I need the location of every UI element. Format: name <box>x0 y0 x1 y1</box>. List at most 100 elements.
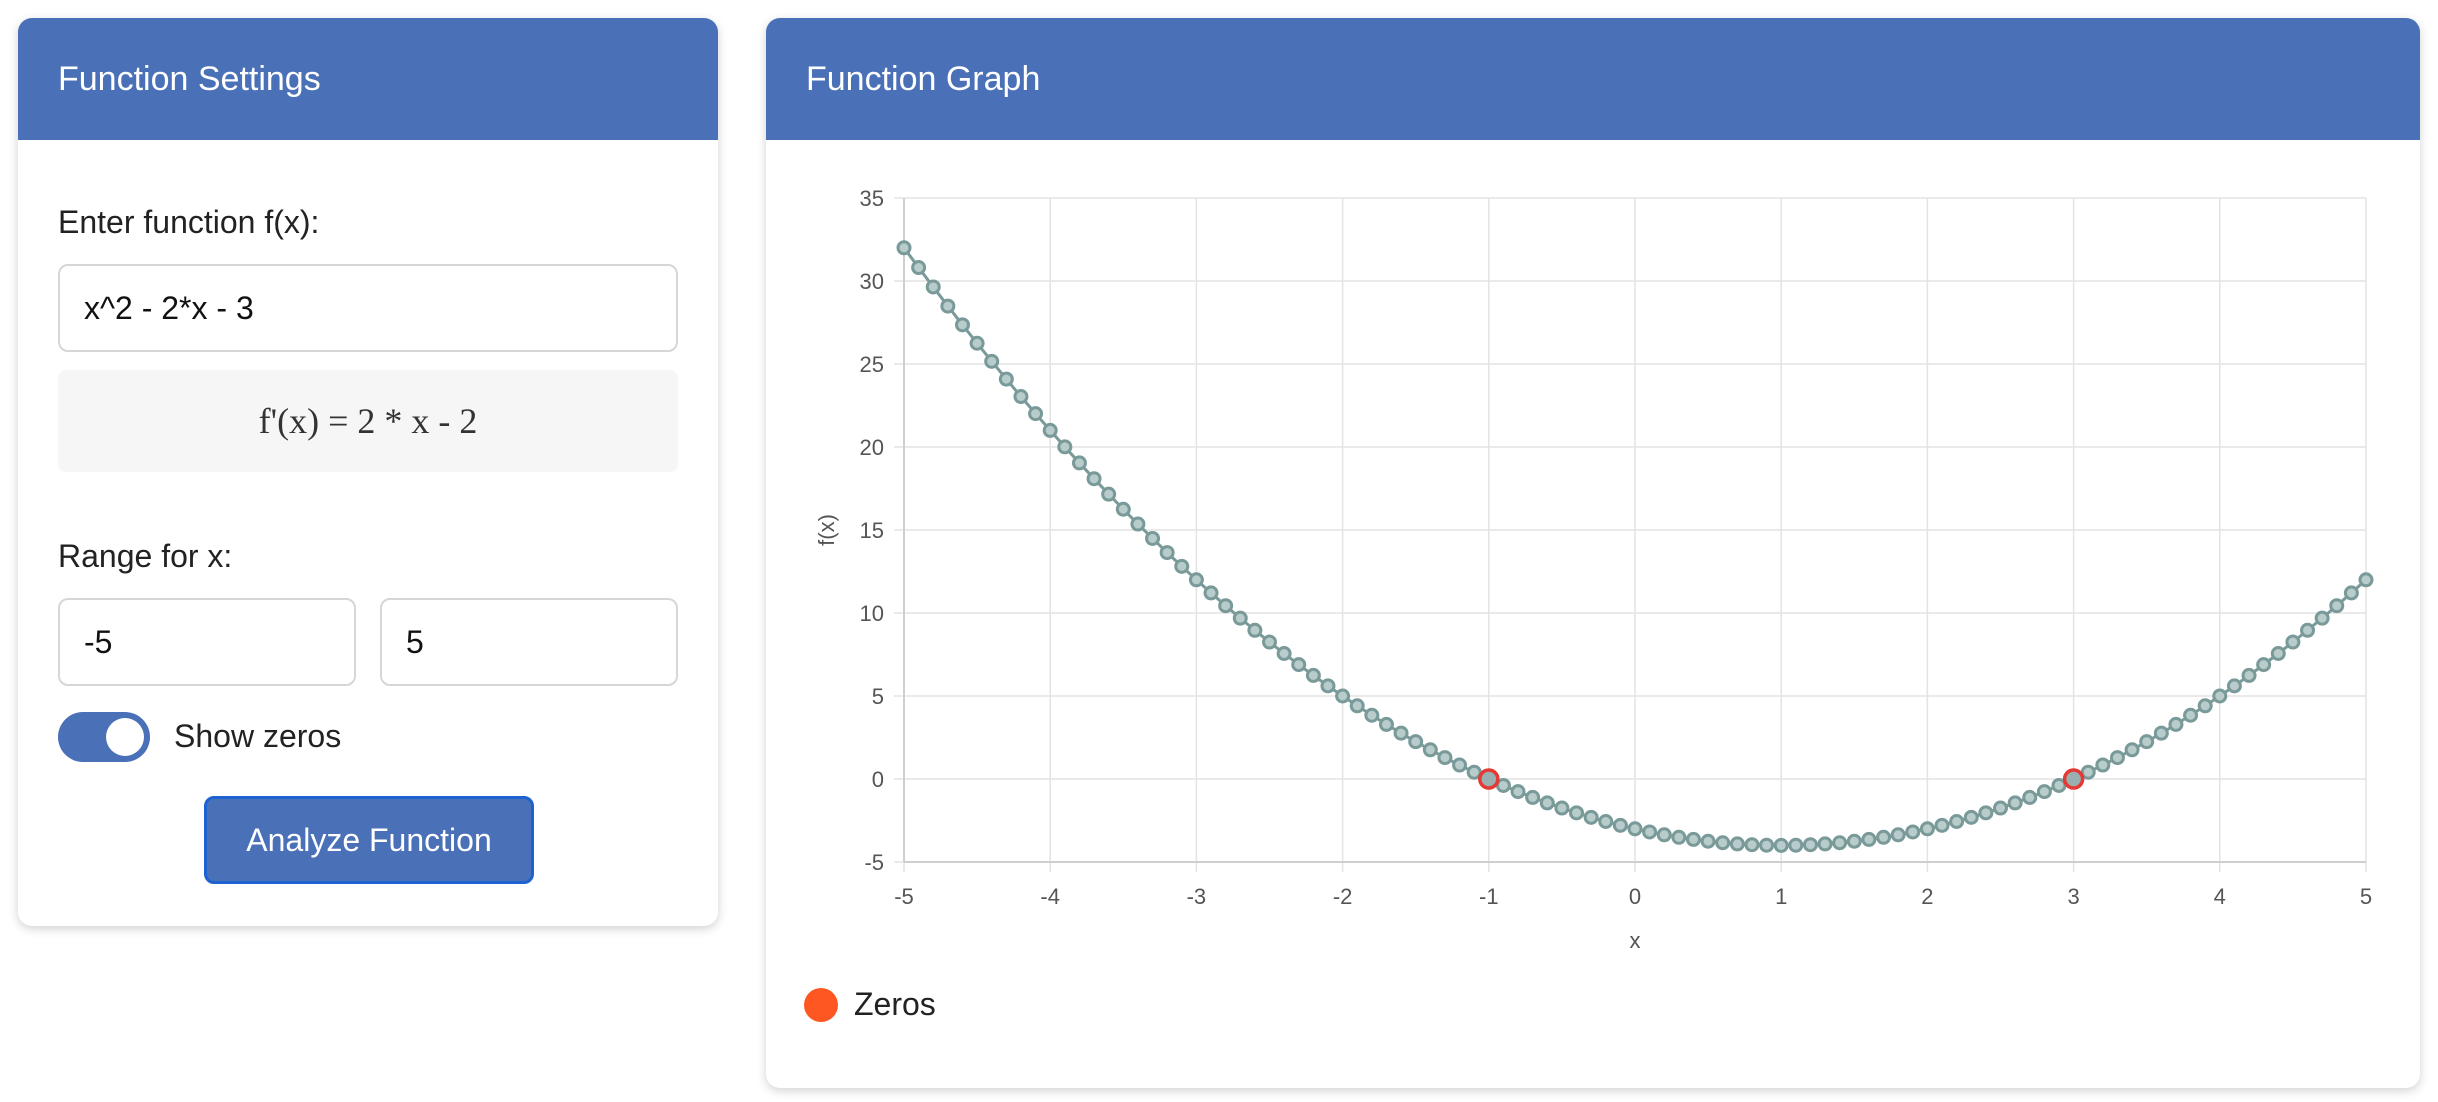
function-data-point <box>1115 501 1131 517</box>
function-data-point <box>1759 837 1775 853</box>
function-data-point <box>1276 646 1292 662</box>
y-tick-label: 10 <box>860 601 884 626</box>
show-zeros-label: Show zeros <box>174 718 342 754</box>
x-tick-label: 3 <box>2067 884 2079 909</box>
function-data-point <box>2022 789 2038 805</box>
y-tick-label: 15 <box>860 518 884 543</box>
function-data-point <box>1949 813 1965 829</box>
function-data-point <box>2109 750 2125 766</box>
function-data-point <box>2124 742 2140 758</box>
function-data-point <box>1510 784 1526 800</box>
function-data-point <box>2183 707 2199 723</box>
y-tick-label: 25 <box>860 352 884 377</box>
function-data-point <box>1364 707 1380 723</box>
function-data-point <box>2095 757 2111 773</box>
x-tick-label: -5 <box>894 884 914 909</box>
y-tick-label: 0 <box>872 767 884 792</box>
legend-zeros-marker <box>804 987 838 1022</box>
toggle-knob <box>106 718 144 756</box>
function-data-point <box>2197 698 2213 714</box>
function-data-point <box>1554 800 1570 816</box>
function-data-point <box>1642 824 1658 840</box>
function-data-point <box>1890 827 1906 843</box>
function-data-point <box>2007 795 2023 811</box>
function-data-point <box>1569 805 1585 821</box>
function-data-point <box>2168 716 2184 732</box>
range-min-input[interactable] <box>58 598 356 686</box>
function-data-point <box>2343 585 2359 601</box>
x-tick-label: -4 <box>1040 884 1060 909</box>
function-data-point <box>1013 389 1029 405</box>
function-data-point <box>2153 725 2169 741</box>
function-data-point <box>1305 667 1321 683</box>
settings-panel-title: Function Settings <box>18 18 718 140</box>
function-data-point <box>1978 805 1994 821</box>
function-data-point <box>2139 734 2155 750</box>
x-tick-label: 4 <box>2214 884 2226 909</box>
function-data-point <box>1802 837 1818 853</box>
y-tick-label: -5 <box>864 850 884 875</box>
function-data-point <box>2285 634 2301 650</box>
legend-zeros-label: Zeros <box>854 986 936 1022</box>
analyze-function-button[interactable]: Analyze Function <box>204 796 534 884</box>
function-data-point <box>1378 716 1394 732</box>
function-data-point <box>2226 678 2242 694</box>
function-data-point <box>940 298 956 314</box>
function-data-point <box>1071 455 1087 471</box>
function-data-point <box>1817 836 1833 852</box>
function-data-point <box>1715 835 1731 851</box>
function-data-point <box>1525 789 1541 805</box>
function-data-point <box>1905 824 1921 840</box>
y-tick-label: 35 <box>860 186 884 211</box>
function-data-point <box>1861 831 1877 847</box>
function-data-point <box>1218 598 1234 614</box>
x-tick-label: -1 <box>1479 884 1499 909</box>
x-tick-label: 2 <box>1921 884 1933 909</box>
function-data-point <box>2358 572 2374 588</box>
function-graph-panel: Function Graph -5 -4 -3 -2 -1 0 1 2 3 4 5 -5 0 5 10 15 2… <box>766 18 2420 1088</box>
function-data-point <box>1452 757 1468 773</box>
function-data-point <box>1335 688 1351 704</box>
function-data-point <box>1291 657 1307 673</box>
function-data-point <box>1057 439 1073 455</box>
function-data-point <box>2080 764 2096 780</box>
function-data-point <box>1145 530 1161 546</box>
function-data-point <box>1320 678 1336 694</box>
function-data-point <box>1876 829 1892 845</box>
function-data-point <box>1203 585 1219 601</box>
y-tick-label: 5 <box>872 684 884 709</box>
x-tick-label: 1 <box>1775 884 1787 909</box>
function-input[interactable] <box>58 264 678 352</box>
x-tick-label: 5 <box>2360 884 2372 909</box>
function-data-point <box>1408 734 1424 750</box>
function-data-point <box>2270 646 2286 662</box>
function-data-point <box>1466 764 1482 780</box>
zero-point-marker <box>1478 768 1500 790</box>
function-data-point <box>1539 795 1555 811</box>
function-data-point <box>1437 750 1453 766</box>
function-data-point <box>2212 688 2228 704</box>
function-chart: -5 -4 -3 -2 -1 0 1 2 3 4 5 -5 0 5 10 15 20 25 30 35 x f(x) <box>814 186 2374 953</box>
function-data-point <box>1101 486 1117 502</box>
show-zeros-toggle[interactable] <box>58 712 150 762</box>
function-data-point <box>2036 784 2052 800</box>
function-data-point <box>1422 742 1438 758</box>
function-data-point <box>1656 827 1672 843</box>
function-data-point <box>1349 698 1365 714</box>
function-data-point <box>998 371 1014 387</box>
y-tick-label: 20 <box>860 435 884 460</box>
chart-legend[interactable]: Zeros <box>804 986 936 1023</box>
function-data-point <box>2300 622 2316 638</box>
function-data-point <box>2329 598 2345 614</box>
function-data-point <box>1247 622 1263 638</box>
function-data-point <box>2241 667 2257 683</box>
function-data-point <box>2051 777 2067 793</box>
function-data-point <box>1773 837 1789 853</box>
function-data-point <box>925 279 941 295</box>
function-data-point <box>1583 809 1599 825</box>
function-data-point <box>1232 610 1248 626</box>
function-data-point <box>1729 836 1745 852</box>
range-max-input[interactable] <box>380 598 678 686</box>
function-data-point <box>1685 831 1701 847</box>
function-data-point <box>954 317 970 333</box>
